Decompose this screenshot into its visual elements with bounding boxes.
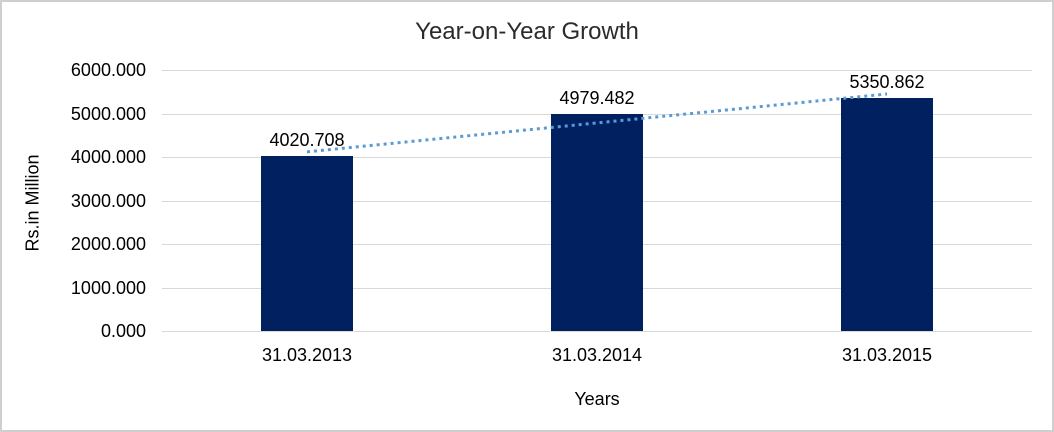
x-tick-label: 31.03.2013 [261, 345, 353, 365]
chart-title: Year-on-Year Growth [415, 18, 639, 45]
y-tick-label: 2000.000 [70, 234, 146, 254]
y-tick-label: 6000.000 [70, 60, 146, 80]
y-tick-label: 5000.000 [70, 104, 146, 124]
bar-31.03.2013 [261, 156, 353, 331]
gridline [162, 70, 1032, 71]
gridline [162, 331, 1032, 332]
bar-31.03.2015 [841, 98, 933, 331]
data-label: 5350.862 [849, 72, 925, 92]
x-tick-label: 31.03.2014 [551, 345, 643, 365]
x-axis-title: Years [574, 389, 620, 409]
data-label: 4979.482 [559, 88, 635, 108]
y-tick-label: 1000.000 [70, 278, 146, 298]
y-tick-label: 0.000 [100, 321, 146, 341]
y-tick-label: 3000.000 [70, 191, 146, 211]
x-tick-label: 31.03.2015 [841, 345, 933, 365]
y-tick-label: 4000.000 [70, 147, 146, 167]
bar-31.03.2014 [551, 114, 643, 331]
data-label: 4020.708 [269, 130, 345, 150]
